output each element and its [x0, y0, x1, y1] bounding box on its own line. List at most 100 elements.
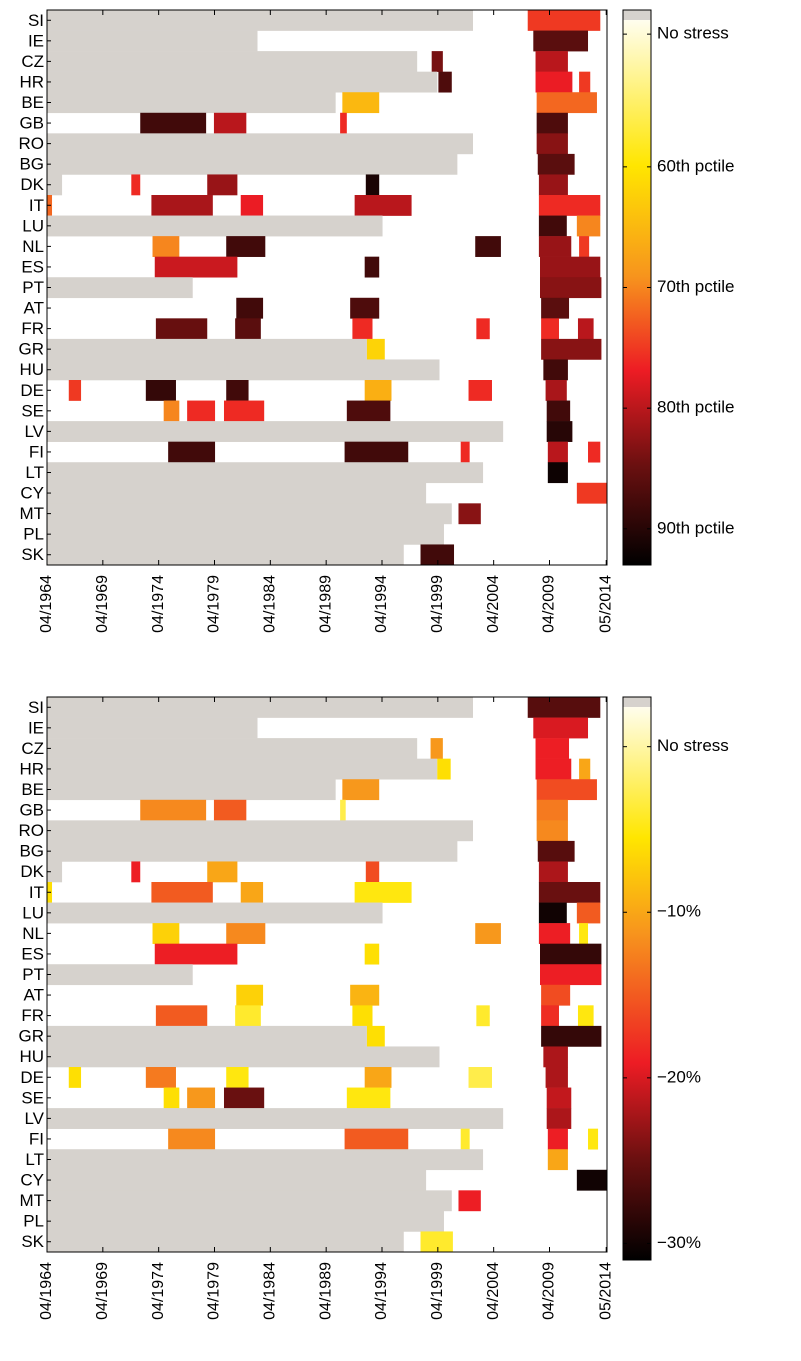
stress-segment	[365, 861, 380, 883]
stress-segment	[545, 380, 567, 401]
stress-segment	[240, 882, 264, 903]
stress-segment	[226, 236, 266, 257]
no-data	[47, 544, 404, 566]
stress-segment	[365, 174, 380, 196]
no-data	[47, 840, 458, 862]
stress-segment	[346, 1087, 391, 1109]
no-data	[47, 820, 474, 842]
stress-segment	[543, 1046, 568, 1068]
row-label: BE	[21, 93, 44, 112]
stress-segment	[366, 338, 385, 360]
x-tick-label: 04/1994	[373, 1262, 390, 1320]
row-label: FR	[21, 1006, 44, 1025]
stress-segment	[547, 1128, 568, 1150]
no-data	[47, 1210, 444, 1232]
no-data	[47, 697, 474, 718]
colorbar-tick-label: 90th pctile	[657, 518, 735, 537]
row-label: GR	[19, 340, 45, 359]
stress-segment	[541, 338, 602, 360]
colorbar-tick-label: 80th pctile	[657, 398, 735, 417]
x-tick-label: 04/1974	[150, 575, 167, 633]
stress-segment	[155, 318, 208, 340]
stress-segment	[342, 779, 380, 801]
stress-segment	[163, 1087, 180, 1109]
stress-segment	[364, 943, 380, 965]
stress-segment	[536, 820, 568, 842]
colorbar-tick-label: −10%	[657, 902, 701, 921]
x-tick-label: 04/2009	[541, 1262, 558, 1320]
stress-segment	[576, 215, 601, 237]
stress-segment	[547, 462, 568, 484]
stress-segment	[226, 1067, 249, 1088]
no-data	[47, 1108, 504, 1129]
row-label: FR	[21, 319, 44, 338]
stress-segment	[364, 380, 392, 401]
row-label: IT	[29, 883, 44, 902]
stress-segment	[152, 923, 180, 944]
stress-segment	[340, 799, 346, 821]
stress-segment	[207, 174, 238, 196]
no-data	[47, 133, 474, 155]
stress-segment	[152, 236, 180, 257]
stress-segment	[541, 297, 570, 319]
no-data	[47, 51, 418, 72]
stress-segment	[538, 215, 567, 237]
stress-segment	[364, 1067, 392, 1088]
stress-segment	[535, 738, 570, 759]
stress-segment	[538, 195, 601, 216]
stress-segment	[476, 318, 490, 340]
row-label: RO	[19, 134, 45, 153]
row-label: PT	[22, 278, 44, 297]
row-label: SI	[28, 698, 44, 717]
stress-segment	[151, 195, 213, 216]
row-label: PT	[22, 965, 44, 984]
colorbar-no-data	[623, 697, 651, 707]
stress-segment	[420, 544, 455, 566]
row-label: LU	[22, 216, 44, 235]
no-data	[47, 92, 336, 114]
row-label: GB	[19, 114, 44, 133]
stress-segment	[344, 1128, 409, 1150]
x-tick-label: 04/1979	[206, 1262, 223, 1320]
stress-segment	[577, 1005, 594, 1027]
stress-segment	[533, 717, 589, 739]
row-label: CY	[20, 1171, 44, 1190]
row-label: ES	[21, 944, 44, 963]
row-label: GR	[19, 1027, 45, 1046]
x-tick-label: 04/2004	[485, 1262, 502, 1320]
stress-segment	[535, 51, 568, 72]
no-data	[47, 482, 427, 504]
stress-segment	[547, 1149, 568, 1171]
no-data	[47, 1025, 367, 1047]
stress-segment	[458, 1190, 481, 1212]
stress-segment	[352, 1005, 373, 1027]
row-label: RO	[19, 821, 45, 840]
x-tick-label: 04/1989	[317, 575, 334, 633]
stress-segment	[131, 174, 141, 196]
stress-segment	[538, 174, 568, 196]
row-label: HR	[19, 72, 44, 91]
stress-segment	[140, 799, 207, 821]
stress-segment	[546, 1087, 572, 1109]
no-data	[47, 779, 336, 801]
plot-frame	[46, 696, 608, 1253]
stress-segment	[540, 256, 601, 278]
stress-segment	[145, 380, 176, 401]
stress-segment	[163, 400, 180, 422]
stress-segment	[187, 400, 216, 422]
stress-segment	[68, 380, 82, 401]
stress-segment	[579, 71, 591, 93]
stress-segment	[68, 1067, 82, 1088]
stress-segment	[541, 984, 571, 1006]
x-tick-label: 05/2014	[597, 1262, 614, 1320]
stress-segment	[538, 882, 601, 903]
row-label: FI	[29, 1129, 44, 1148]
row-label: SK	[21, 545, 44, 564]
stress-segment	[155, 1005, 208, 1027]
stress-segment	[366, 1025, 385, 1047]
stress-segment	[226, 923, 266, 944]
stress-segment	[537, 840, 575, 862]
row-label: LU	[22, 903, 44, 922]
colorbar-tick-label: No stress	[657, 736, 729, 755]
row-label: PL	[23, 1212, 44, 1231]
